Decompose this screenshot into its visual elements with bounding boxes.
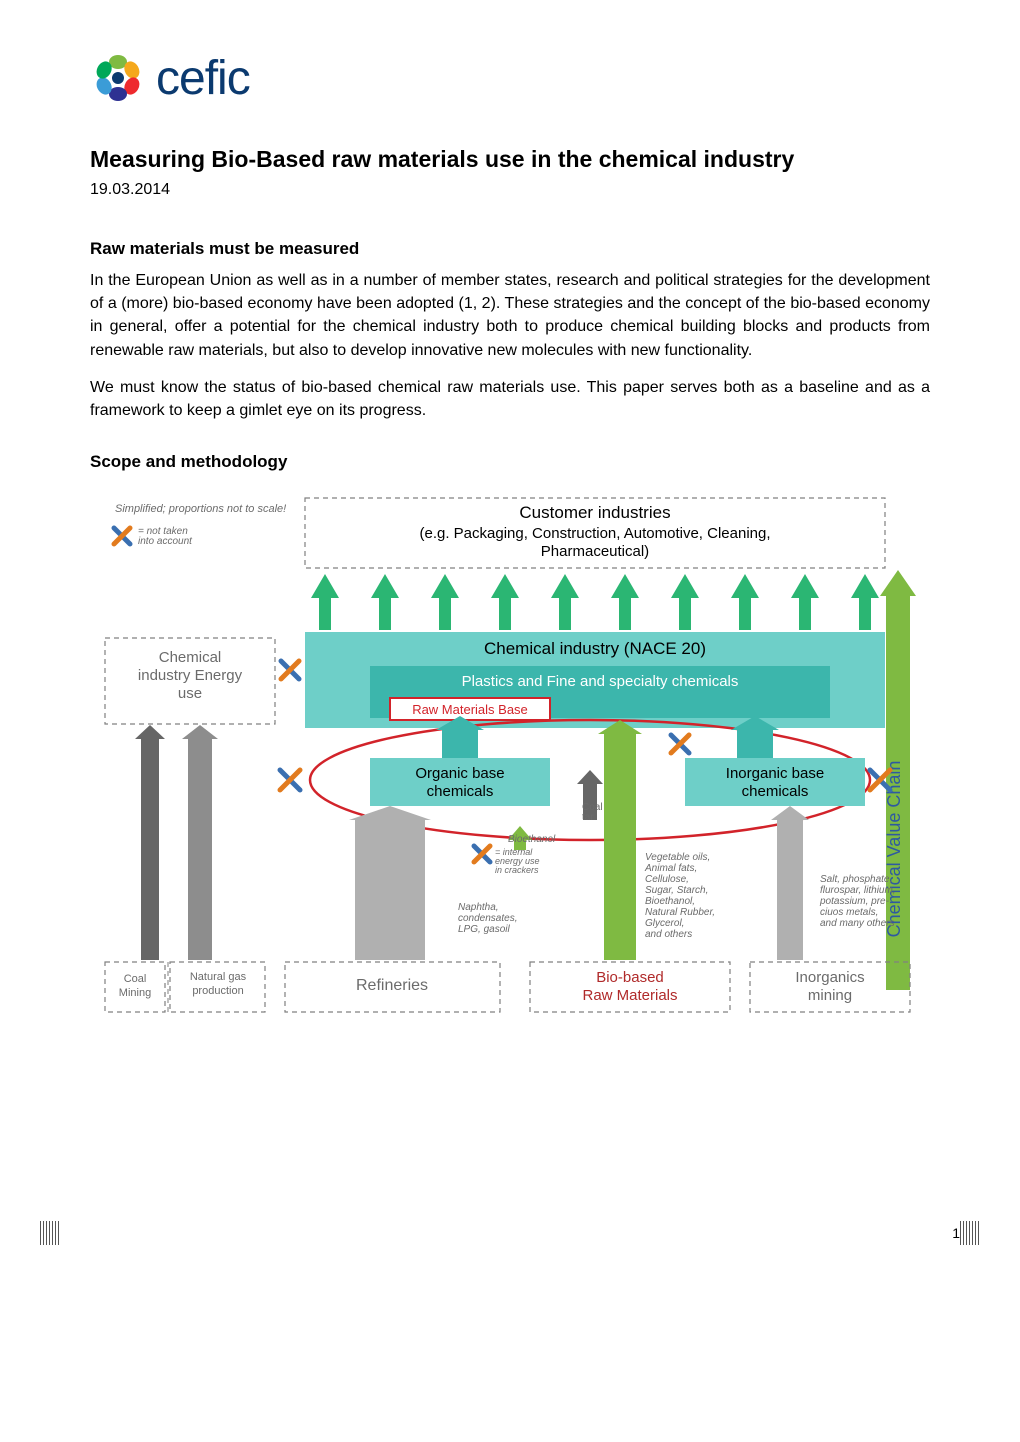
svg-text:Mining: Mining <box>119 987 151 999</box>
paragraph: In the European Union as well as in a nu… <box>90 269 930 362</box>
svg-text:Salt, phosphate,: Salt, phosphate, <box>820 874 892 885</box>
svg-text:Inorganics: Inorganics <box>795 969 864 986</box>
svg-text:into account: into account <box>138 536 193 547</box>
svg-text:chemicals: chemicals <box>742 783 809 800</box>
svg-text:Raw Materials: Raw Materials <box>582 987 677 1004</box>
section-heading-raw-materials: Raw materials must be measured <box>90 239 930 259</box>
svg-text:and many others: and many others <box>820 918 895 929</box>
page-footer: 1 <box>90 1215 930 1245</box>
svg-text:Raw Materials Base: Raw Materials Base <box>412 702 528 717</box>
svg-text:Glycerol,: Glycerol, <box>645 918 684 929</box>
value-chain-diagram: Simplified; proportions not to scale!= n… <box>90 490 930 1055</box>
svg-text:Cellulose,: Cellulose, <box>645 874 689 885</box>
svg-text:Inorganic base: Inorganic base <box>726 765 824 782</box>
svg-text:and others: and others <box>645 929 692 940</box>
svg-text:Natural gas: Natural gas <box>190 971 247 983</box>
svg-text:production: production <box>192 985 243 997</box>
footer-decoration-right <box>960 1221 980 1245</box>
svg-text:Sugar, Starch,: Sugar, Starch, <box>645 885 708 896</box>
logo: cefic <box>90 50 930 106</box>
svg-text:Chemical industry (NACE 20): Chemical industry (NACE 20) <box>484 639 706 658</box>
footer-decoration-left <box>40 1221 60 1245</box>
cefic-flower-icon <box>90 50 146 106</box>
svg-text:industry Energy: industry Energy <box>138 667 243 684</box>
svg-text:mining: mining <box>808 987 852 1004</box>
svg-text:use: use <box>178 685 202 702</box>
svg-text:Naphtha,: Naphtha, <box>458 902 499 913</box>
svg-text:Pharmaceutical): Pharmaceutical) <box>541 543 649 560</box>
svg-text:Animal fats,: Animal fats, <box>644 863 697 874</box>
svg-text:ciuos metals,: ciuos metals, <box>820 907 878 918</box>
svg-text:(e.g. Packaging, Construction,: (e.g. Packaging, Construction, Automotiv… <box>419 525 770 542</box>
svg-text:Simplified; proportions not to: Simplified; proportions not to scale! <box>115 503 286 515</box>
svg-text:Vegetable oils,: Vegetable oils, <box>645 852 710 863</box>
svg-text:Bio-based: Bio-based <box>596 969 664 986</box>
diagram-svg: Simplified; proportions not to scale!= n… <box>90 490 930 1050</box>
svg-text:Bioethanol,: Bioethanol, <box>645 896 695 907</box>
page-number: 1 <box>952 1225 960 1241</box>
paragraph: We must know the status of bio-based che… <box>90 376 930 422</box>
svg-text:Chemical: Chemical <box>159 649 222 666</box>
svg-text:in crackers: in crackers <box>495 865 539 875</box>
page-title: Measuring Bio-Based raw materials use in… <box>90 146 930 173</box>
svg-text:potassium, pre-: potassium, pre- <box>819 896 890 907</box>
svg-text:Customer industries: Customer industries <box>519 503 670 522</box>
svg-text:Refineries: Refineries <box>356 977 428 994</box>
svg-text:Plastics and Fine and specialt: Plastics and Fine and specialty chemical… <box>462 673 739 690</box>
svg-text:Natural Rubber,: Natural Rubber, <box>645 907 715 918</box>
svg-text:Bioethanol: Bioethanol <box>508 834 556 845</box>
section-heading-scope: Scope and methodology <box>90 452 930 472</box>
svg-text:tar: tar <box>582 812 594 823</box>
svg-text:Coal: Coal <box>124 973 147 985</box>
logo-text: cefic <box>156 51 250 106</box>
svg-text:LPG, gasoil: LPG, gasoil <box>458 924 510 935</box>
svg-text:flurospar, lithium,: flurospar, lithium, <box>820 885 896 896</box>
document-date: 19.03.2014 <box>90 181 930 199</box>
svg-text:Organic base: Organic base <box>415 765 504 782</box>
svg-text:condensates,: condensates, <box>458 913 518 924</box>
svg-text:chemicals: chemicals <box>427 783 494 800</box>
